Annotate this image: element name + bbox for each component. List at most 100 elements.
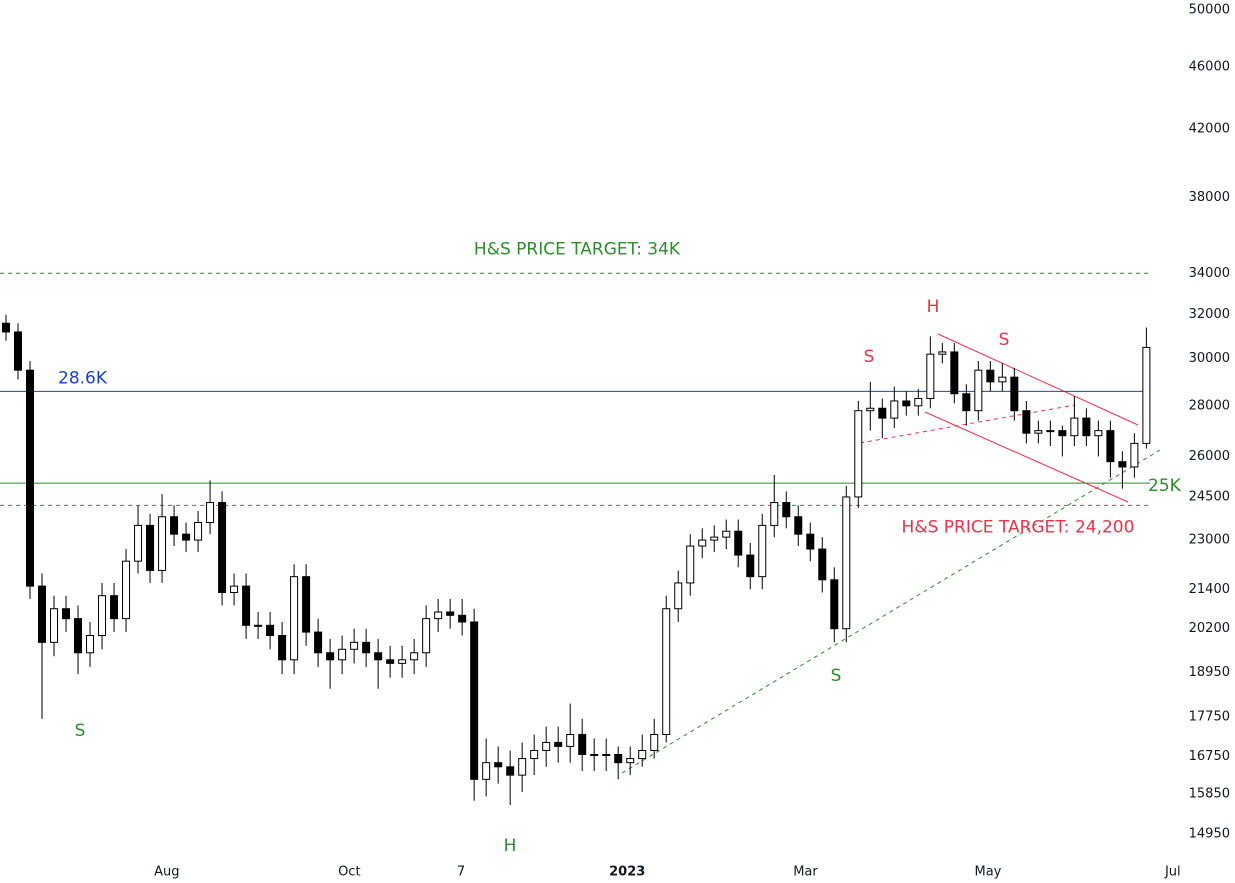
candle-body	[38, 585, 47, 643]
candle-body	[614, 754, 623, 764]
candle-body	[350, 641, 359, 650]
candle-body	[578, 733, 587, 756]
y-tick-label: 30000	[1189, 351, 1230, 366]
candle-body	[818, 548, 827, 581]
x-tick-label: Mar	[793, 865, 818, 880]
x-tick-label: Jul	[1164, 865, 1181, 880]
candle-body	[1130, 442, 1139, 468]
x-tick-label: May	[974, 865, 1001, 880]
candle-body	[542, 741, 551, 751]
candle-body	[362, 641, 371, 654]
y-tick-label: 16750	[1189, 749, 1230, 764]
pattern-label: H	[927, 297, 940, 317]
x-tick-label: Oct	[338, 865, 360, 880]
y-tick-label: 34000	[1189, 266, 1230, 281]
candle-body	[530, 749, 539, 760]
y-tick-label: 20200	[1189, 621, 1230, 636]
candle-body	[314, 631, 323, 654]
level-label: 28.6K	[58, 368, 108, 388]
candle-body	[1058, 430, 1067, 437]
candle-body	[698, 539, 707, 547]
candle-body	[374, 652, 383, 661]
uptrend-line	[621, 449, 1161, 774]
candle-body	[326, 652, 335, 661]
candle-body	[134, 524, 143, 562]
candle-body	[398, 659, 407, 664]
candle-body	[170, 516, 179, 535]
candle-body	[266, 624, 275, 636]
trendlines	[621, 333, 1161, 774]
candle-body	[566, 733, 575, 747]
candle-body	[194, 522, 203, 541]
candle-body	[602, 754, 611, 757]
x-tick-label: Aug	[154, 865, 179, 880]
candle-body	[446, 611, 455, 616]
candle-body	[962, 393, 971, 412]
y-tick-label: 42000	[1189, 122, 1230, 137]
candle-body	[302, 576, 311, 633]
candle-body	[254, 624, 263, 627]
candle-body	[626, 758, 635, 764]
y-tick-label: 21400	[1189, 582, 1230, 597]
y-tick-label: 18950	[1189, 665, 1230, 680]
y-tick-label: 26000	[1189, 449, 1230, 464]
channel-bottom	[924, 411, 1129, 503]
pattern-label: S	[831, 666, 842, 686]
candle-body	[1118, 461, 1127, 468]
candle-body	[458, 614, 467, 623]
candle-body	[98, 595, 107, 636]
candle-body	[338, 648, 347, 661]
candle-body	[722, 530, 731, 538]
candle-body	[1034, 430, 1043, 434]
candle-body	[662, 608, 671, 735]
candle-body	[842, 496, 851, 630]
y-tick-label: 32000	[1189, 307, 1230, 322]
pattern-label: S	[999, 330, 1010, 350]
candle-body	[230, 585, 239, 594]
candle-body	[1046, 430, 1055, 433]
candle-body	[146, 524, 155, 571]
candle-body	[50, 608, 59, 643]
candle-body	[554, 741, 563, 747]
candle-body	[218, 502, 227, 594]
y-tick-label: 38000	[1189, 190, 1230, 205]
candle-body	[686, 545, 695, 584]
channel-top	[937, 333, 1139, 426]
candle-body	[470, 621, 479, 780]
candle-body	[674, 582, 683, 610]
candle-body	[710, 536, 719, 541]
level-label: H&S PRICE TARGET: 34K	[474, 239, 681, 259]
candle-body	[1070, 417, 1079, 437]
candle-body	[1022, 410, 1031, 434]
candle-body	[518, 758, 527, 776]
candle-body	[998, 376, 1007, 383]
candle-body	[974, 369, 983, 412]
candle-body	[746, 554, 755, 578]
y-tick-label: 15850	[1189, 787, 1230, 802]
candle-body	[854, 410, 863, 498]
candle-body	[638, 749, 647, 760]
candle-body	[290, 576, 299, 661]
level-label: H&S PRICE TARGET: 24,200	[902, 517, 1135, 537]
candle-body	[410, 652, 419, 661]
candle-body	[86, 634, 95, 654]
y-tick-label: 28000	[1189, 398, 1230, 413]
candle-body	[110, 595, 119, 620]
plot	[0, 272, 1151, 806]
candle-body	[1010, 376, 1019, 412]
candle-body	[878, 407, 887, 419]
y-tick-label: 46000	[1189, 59, 1230, 74]
candle-body	[758, 524, 767, 578]
y-tick-label: 14950	[1189, 827, 1230, 842]
candle-body	[386, 659, 395, 664]
candle-body	[422, 618, 431, 654]
candle-body	[926, 353, 935, 400]
candle-body	[74, 618, 83, 654]
candle-body	[206, 502, 215, 524]
pattern-label: H	[504, 836, 517, 856]
x-tick-label: 7	[457, 865, 465, 880]
candle-body	[782, 502, 791, 518]
candle-body	[2, 322, 11, 333]
candle-body	[494, 762, 503, 768]
